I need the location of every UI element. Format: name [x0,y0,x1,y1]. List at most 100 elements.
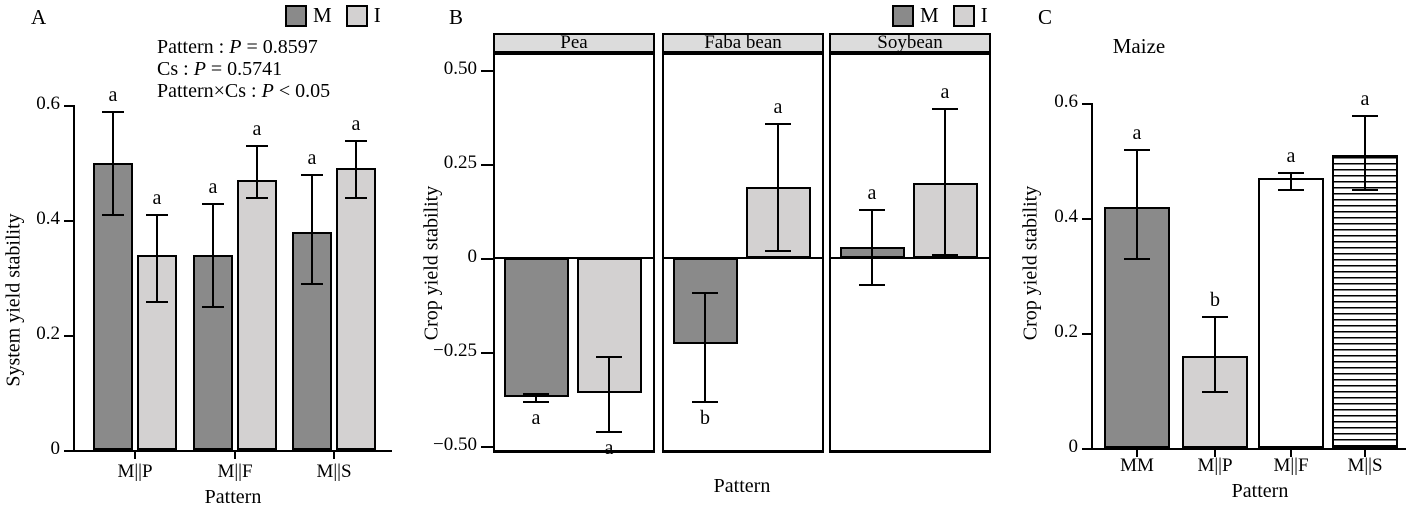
error-bar-cap [1202,315,1228,318]
panel-c-y-tick [1082,448,1091,450]
error-bar-cap [246,197,268,199]
panel-a-x-tick [134,452,136,459]
sig-letter: b [1210,288,1220,311]
error-bar-cap [202,202,224,205]
error-bar-cap [692,400,718,403]
panel-b-y-tick-label: 0 [467,246,478,267]
sig-letter: a [531,406,541,429]
panel-b-y-tick [481,352,493,354]
panel-c-title: Maize [1112,34,1166,58]
panel-a-x-tick-label: M||S [316,461,352,482]
zero-line [495,257,653,259]
panel-c-x-tick-label: M||P [1197,455,1233,476]
panel-b-y-tick-label: 0.25 [443,152,477,173]
sig-letter: a [1286,145,1296,167]
panel-a-y-tick [64,220,73,222]
stat-line: Pattern×Cs : P < 0.05 [157,80,331,102]
panel-c-y-tick [1082,103,1091,105]
panel-c-x-tick [1290,450,1292,457]
error-bar-cap [102,110,124,113]
error-bar-cap [692,291,718,294]
error-bar-cap [596,430,622,433]
error-bar-line [311,174,313,284]
panel-c-x-axis-title: Pattern [1231,480,1289,502]
legend-m-swatch [892,4,914,27]
facet-strip-pea: Pea [493,32,655,53]
panel-b-y-tick [481,258,493,260]
panel-c-x-tick [1214,450,1216,457]
panel-c-x-axis [1091,448,1406,450]
error-bar-cap [301,283,323,286]
panel-b-legend: M I [892,3,988,28]
panel-b-y-tick-label: −0.25 [433,340,477,361]
error-bar-cap [523,393,549,396]
panel-c-y-axis [1091,103,1093,450]
error-bar-cap [202,306,224,309]
panel-c-y-tick-label: 0.2 [1054,321,1078,342]
error-bar-line [1136,149,1138,259]
anova-stats-block: Pattern : P = 0.8597 Cs : P = 0.5741 Patte… [157,36,330,102]
panel-a-y-tick [64,105,73,107]
error-bar-line [1290,172,1292,190]
error-bar-line [871,209,873,285]
error-bar-cap [932,107,958,110]
panel-b-y-tick-label: 0.50 [443,58,477,79]
sig-letter: a [252,118,262,141]
panel-a-legend: M I [285,3,381,28]
legend-i-label: I [373,3,381,27]
error-bar-line [355,139,357,197]
panel-a-x-axis [73,450,392,452]
sig-letter: a [604,436,614,459]
error-bar-line [777,122,779,251]
error-bar-cap [765,250,791,253]
bar-b-M [504,258,569,398]
error-bar-line [535,393,537,401]
error-bar-line [156,214,158,301]
panel-a-x-tick-label: M||P [117,461,153,482]
stat-line: Cs : P = 0.5741 [157,58,283,80]
error-bar-cap [1124,149,1150,151]
error-bar-cap [859,284,885,287]
bar-a-I [237,179,277,450]
sig-letter: a [1360,87,1370,110]
error-bar-line [212,202,214,307]
error-bar-cap [859,209,885,212]
panel-a-y-axis-title: System yield stability [2,213,25,387]
error-bar-cap [345,197,367,199]
panel-a-x-tick [234,452,236,459]
error-bar-line [112,110,114,215]
error-bar-cap [1202,390,1228,393]
error-bar-line [704,291,706,401]
facet-strip-soybean: Soybean [829,32,991,53]
zero-line [831,257,989,259]
bar-a-I [137,254,177,450]
error-bar-cap [246,145,268,148]
panel-a-x-axis-title: Pattern [204,486,262,508]
panel-c-x-tick [1136,450,1138,457]
error-bar-cap [345,139,367,142]
panel-c-y-tick-label: 0.6 [1054,91,1078,112]
panel-c-y-tick [1082,333,1091,335]
error-bar-cap [1278,189,1304,192]
panel-c-y-tick [1082,218,1091,220]
panel-b-y-tick [481,70,493,72]
panel-a-y-tick-label: 0.2 [36,323,60,344]
zero-line [664,257,822,259]
error-bar-cap [1124,258,1150,261]
bar-a-I [336,168,376,450]
sig-letter: a [1132,122,1142,144]
panel-b-label: B [449,5,464,29]
error-bar-cap [523,400,549,403]
legend-i-swatch [952,4,975,27]
error-bar-line [1214,315,1216,391]
panel-a-y-tick-label: 0 [50,438,61,459]
error-bar-cap [146,300,168,303]
panel-b-y-tick [481,446,493,448]
error-bar-cap [1352,114,1378,117]
panel-c-x-tick [1364,450,1366,457]
error-bar-cap [1352,189,1378,192]
sig-letter: a [867,182,877,205]
panel-c-x-tick-label: M||S [1347,455,1383,476]
panel-a-y-tick-label: 0.6 [36,93,60,114]
